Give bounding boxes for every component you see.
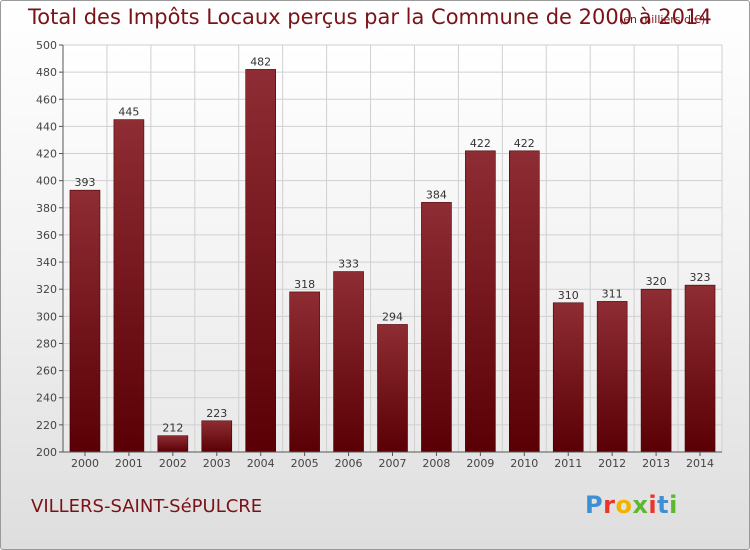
x-tick-label: 2001: [115, 457, 143, 470]
bar-value-label: 445: [118, 106, 139, 119]
bar-value-label: 311: [602, 287, 623, 300]
x-tick-label: 2009: [466, 457, 494, 470]
bar-2000: [69, 189, 101, 453]
x-tick-label: 2004: [247, 457, 275, 470]
bar-value-label: 384: [426, 188, 447, 201]
y-tick-label: 220: [36, 419, 57, 432]
logo-letter: P: [585, 491, 604, 519]
bar-value-label: 294: [382, 310, 403, 323]
x-tick-label: 2000: [71, 457, 99, 470]
bar-2010: [508, 150, 540, 453]
bar-2004: [245, 69, 276, 453]
y-tick-label: 200: [36, 446, 57, 459]
bar-value-label: 323: [690, 271, 711, 284]
bar-2005: [289, 291, 320, 453]
logo-letter: o: [615, 491, 633, 519]
logo-letter: i: [648, 491, 658, 519]
bar-value-label: 318: [294, 278, 315, 291]
y-tick-label: 440: [36, 120, 57, 133]
bar-2003: [201, 420, 233, 453]
x-tick-label: 2007: [379, 457, 407, 470]
y-tick-label: 420: [36, 148, 57, 161]
bar-value-label: 320: [646, 275, 667, 288]
y-tick-label: 460: [36, 93, 57, 106]
y-tick-label: 380: [36, 202, 57, 215]
x-tick-label: 2014: [686, 457, 714, 470]
y-tick-label: 360: [36, 229, 57, 242]
commune-name: VILLERS-SAINT-SéPULCRE: [31, 496, 263, 517]
y-tick-label: 300: [36, 310, 57, 323]
bar-2007: [377, 324, 408, 453]
bar-value-label: 422: [470, 137, 491, 150]
bar-value-label: 393: [74, 176, 95, 189]
x-tick-label: 2006: [335, 457, 363, 470]
bar-2013: [640, 288, 672, 453]
bar-value-label: 223: [206, 407, 227, 420]
y-tick-label: 260: [36, 365, 57, 378]
bar-2002: [157, 435, 189, 453]
y-tick-label: 400: [36, 175, 57, 188]
x-tick-label: 2012: [598, 457, 626, 470]
bar-value-label: 422: [514, 137, 535, 150]
bar-2008: [421, 202, 452, 453]
x-tick-label: 2005: [291, 457, 319, 470]
x-tick-label: 2002: [159, 457, 187, 470]
y-tick-label: 500: [36, 39, 57, 52]
y-tick-label: 240: [36, 392, 57, 405]
chart-title: Total des Impôts Locaux perçus par la Co…: [28, 5, 712, 29]
bar-2011: [552, 302, 584, 453]
x-tick-label: 2011: [554, 457, 582, 470]
proxiti-logo: Proxiti: [585, 491, 678, 519]
logo-letter: r: [603, 491, 616, 519]
bar-value-label: 212: [162, 422, 183, 435]
bar-2014: [684, 284, 716, 453]
logo-letter: t: [657, 491, 670, 519]
bar-value-label: 310: [558, 289, 579, 302]
x-tick-label: 2008: [422, 457, 450, 470]
x-tick-label: 2010: [510, 457, 538, 470]
logo-letter: x: [632, 491, 649, 519]
y-tick-label: 280: [36, 337, 57, 350]
bar-2001: [113, 119, 145, 453]
x-tick-label: 2013: [642, 457, 670, 470]
chart-unit-note: (en milliers d'€): [619, 13, 706, 26]
y-tick-label: 480: [36, 66, 57, 79]
x-tick-label: 2003: [203, 457, 231, 470]
bar-2006: [333, 271, 364, 453]
logo-letter: i: [669, 491, 678, 519]
y-tick-label: 340: [36, 256, 57, 269]
y-tick-label: 320: [36, 283, 57, 296]
bar-2009: [465, 150, 496, 453]
bar-2012: [596, 301, 628, 453]
bar-value-label: 333: [338, 258, 359, 271]
bar-value-label: 482: [250, 55, 271, 68]
